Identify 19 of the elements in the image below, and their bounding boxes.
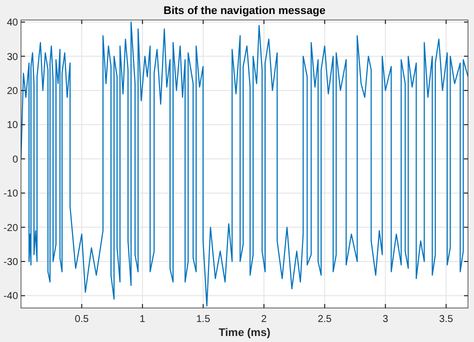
chart-title: Bits of the navigation message [164,5,326,17]
y-tick-label: 0 [12,154,18,166]
x-tick-label: 1 [140,314,146,325]
y-tick-label: -40 [4,291,18,302]
y-tick-label: 10 [6,120,18,132]
x-tick-label: 2.5 [318,314,332,325]
x-axis-title: Time (ms) [218,327,271,339]
y-tick-label: -20 [4,222,18,234]
y-tick-label: -30 [4,256,18,268]
line-series [21,22,468,306]
x-tick-label: 2 [261,314,268,325]
y-tick-label: -10 [4,188,18,200]
y-tick-label: 30 [6,52,18,63]
x-tick-label: 1.5 [196,314,211,325]
y-tick-label: 20 [6,86,18,97]
x-tick-label: 3 [382,314,389,325]
y-tick-label: 40 [6,18,18,29]
x-tick-label: 3.5 [439,314,454,325]
x-tick-label: 0.5 [74,314,90,325]
